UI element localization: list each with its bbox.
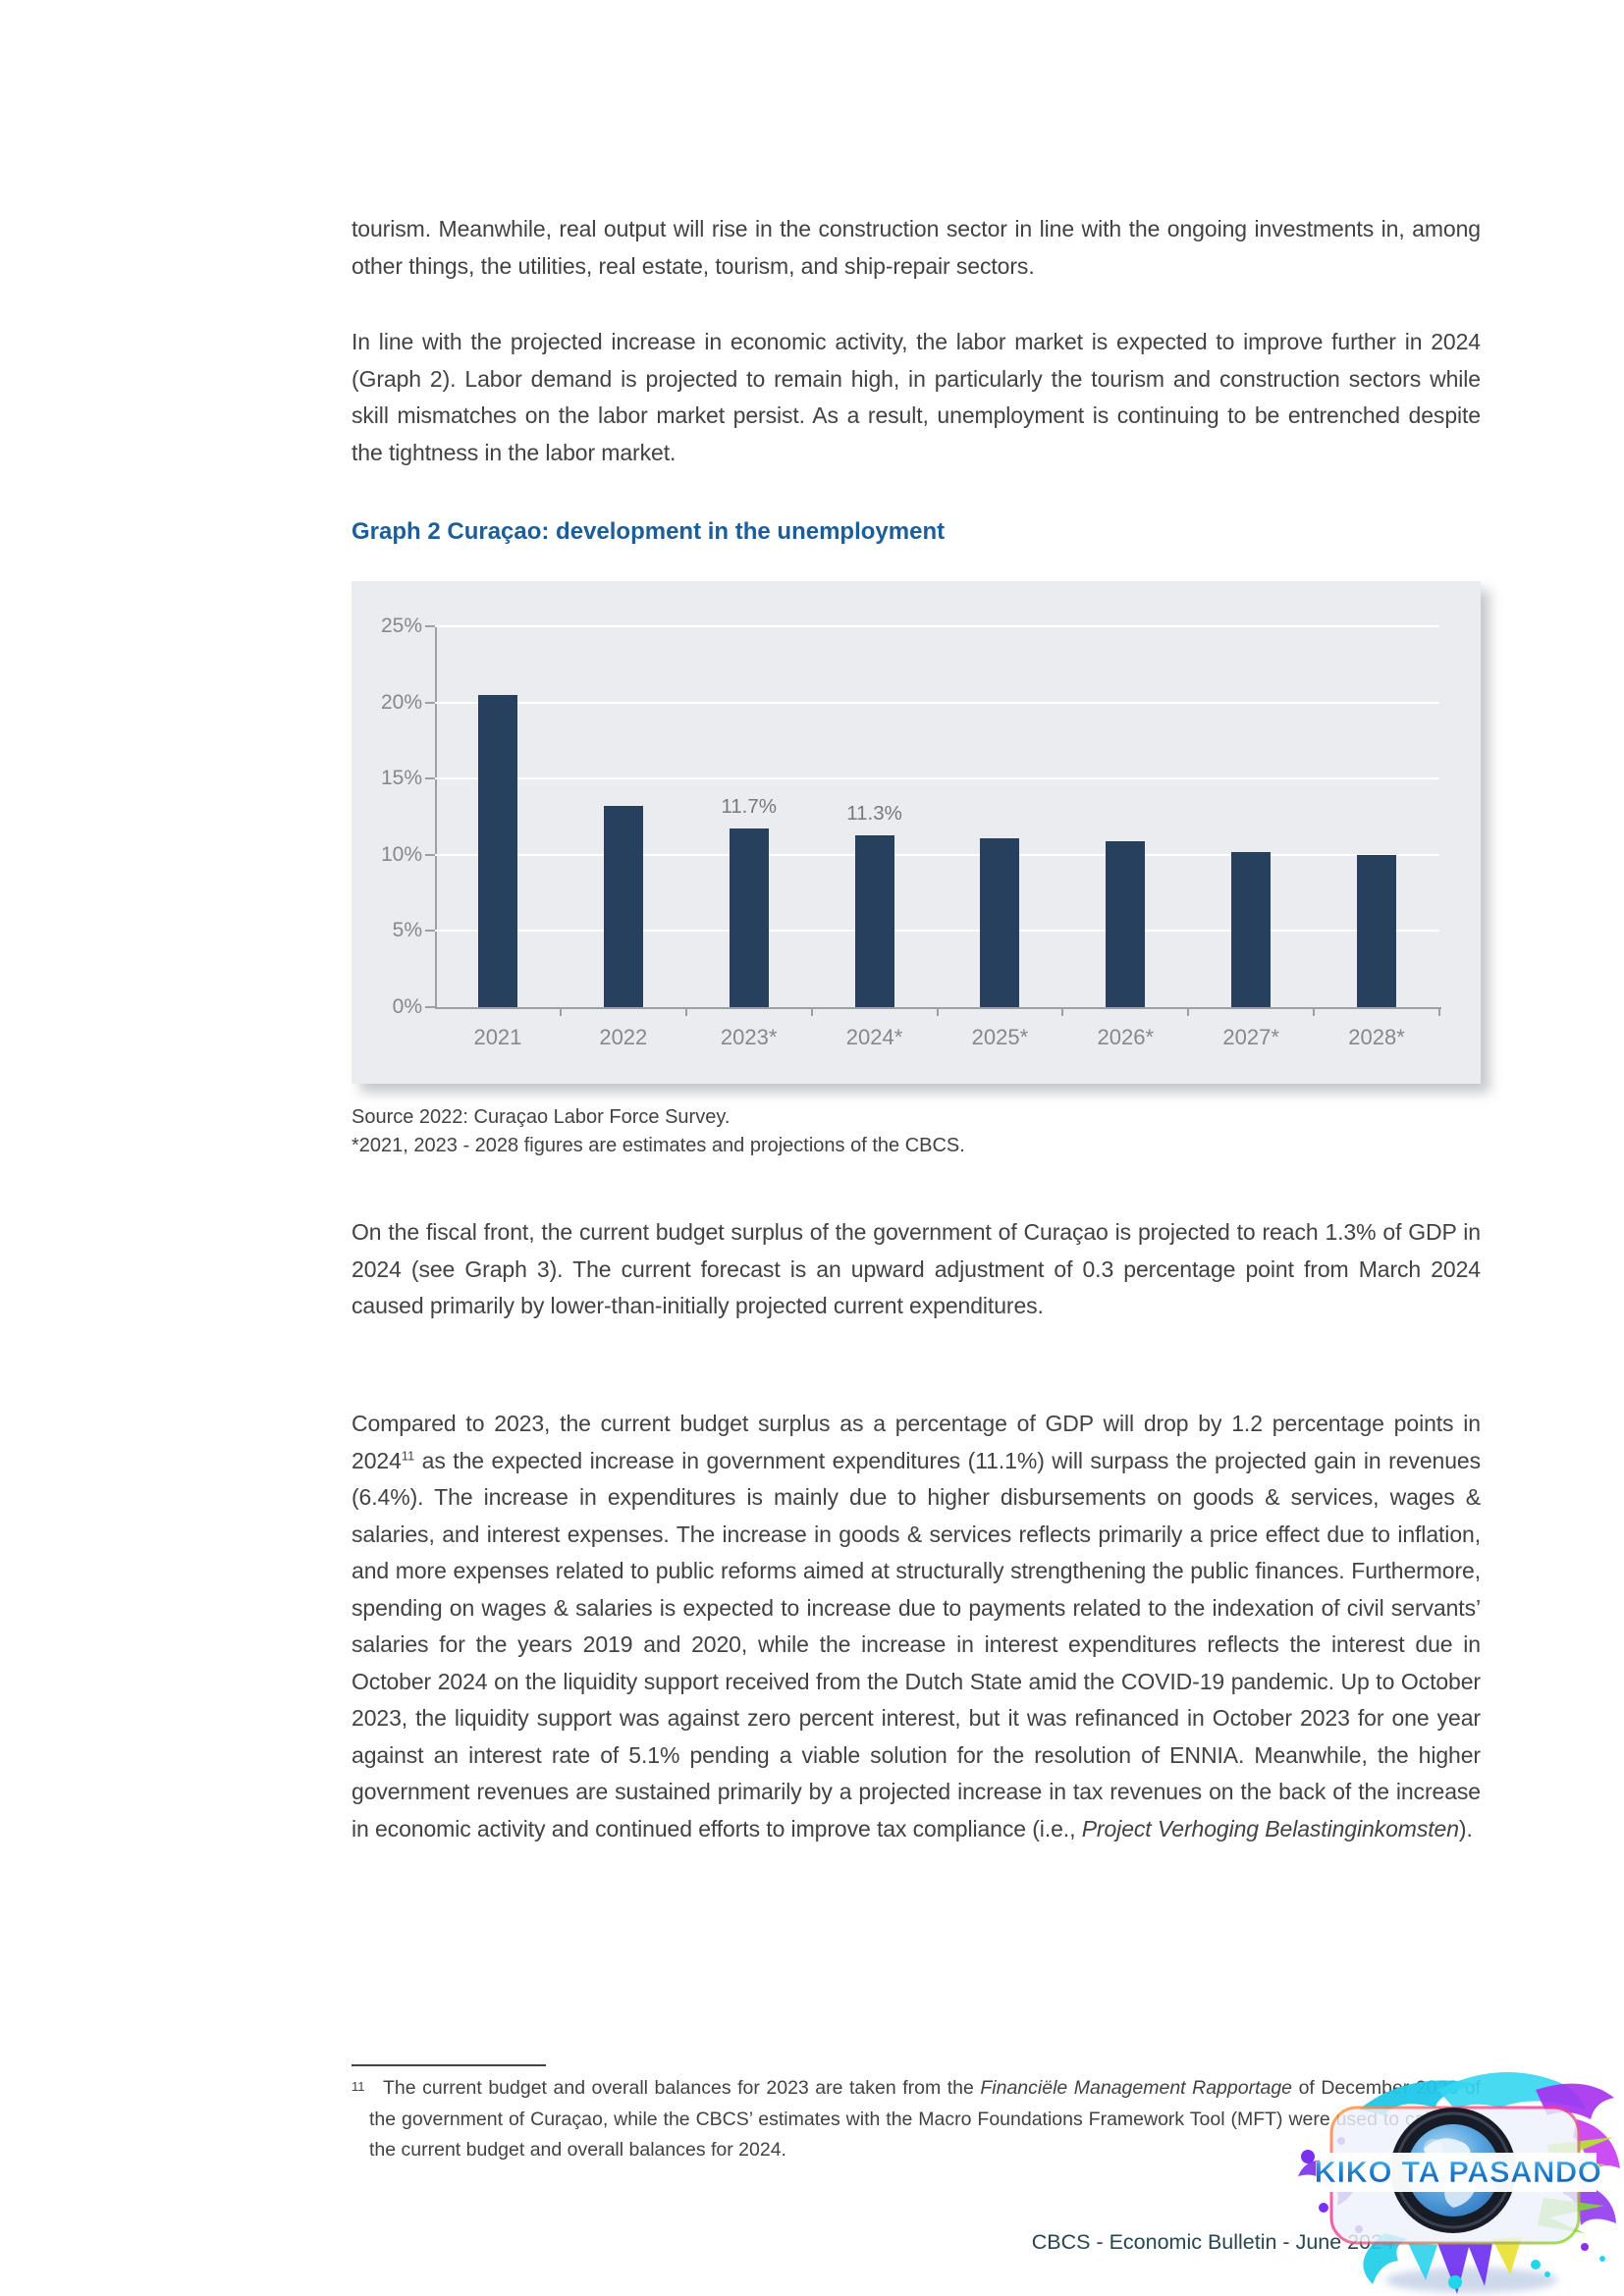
bar-2028* xyxy=(1357,854,1397,1007)
y-axis-label-0%: 0% xyxy=(392,995,422,1018)
unemployment-bar-chart: 0% 5% 10% 15% 20% 25% 2021 2022 2023* 11.7% 2024* 1… xyxy=(352,581,1481,1084)
page-footer: CBCS - Economic Bulletin - June 2024 xyxy=(1031,2230,1394,2254)
chart-source-line-2: *2021, 2023 - 2028 figures are estimates… xyxy=(352,1135,965,1156)
gridline-25% xyxy=(435,625,1439,627)
data-label-2023*: 11.7% xyxy=(721,795,777,819)
logo-banner: KIKO TA PASANDO xyxy=(1314,2153,1602,2192)
paragraph-budget-comparison: Compared to 2023, the current budget sur… xyxy=(352,1406,1481,1847)
paragraph-4-italic-project: Project Verhoging Belastinginkomsten xyxy=(1081,1815,1459,1842)
y-axis-label-10%: 10% xyxy=(380,842,422,866)
chart-source-line-1: Source 2022: Curaçao Labor Force Survey. xyxy=(352,1106,731,1128)
bar-2024* xyxy=(854,834,894,1007)
x-tick-mark xyxy=(1313,1007,1316,1016)
x-axis-label-2026*: 2026* xyxy=(1097,1025,1155,1049)
graph-2-title: Graph 2 Curaçao: development in the unem… xyxy=(352,518,946,545)
y-tick-mark xyxy=(425,1006,435,1008)
paragraph-fiscal-front: On the fiscal front, the current budget … xyxy=(352,1219,1481,1318)
paragraph-4-mid: as the expected increase in government e… xyxy=(352,1447,1481,1842)
logo-banner-text: KIKO TA PASANDO xyxy=(1315,2155,1602,2189)
x-axis-label-2024*: 2024* xyxy=(845,1025,903,1049)
data-label-2024*: 11.3% xyxy=(846,801,902,825)
x-axis-label-2022: 2022 xyxy=(599,1025,648,1049)
gridline-20% xyxy=(435,701,1439,704)
x-axis-label-2023*: 2023* xyxy=(720,1025,778,1049)
paragraph-4-end: ). xyxy=(1458,1815,1473,1842)
x-tick-mark xyxy=(1438,1007,1440,1016)
x-axis-label-2028*: 2028* xyxy=(1348,1025,1405,1049)
footnote-italic-rapportage: Financiële Management Rapportage xyxy=(980,2077,1293,2099)
y-axis-label-5%: 5% xyxy=(392,919,422,942)
y-axis-label-25%: 25% xyxy=(380,614,422,637)
gridline-15% xyxy=(435,777,1439,780)
bar-2022 xyxy=(603,806,643,1007)
x-axis-label-2021: 2021 xyxy=(473,1025,522,1049)
bar-2021 xyxy=(477,694,517,1007)
y-tick-mark xyxy=(425,777,435,780)
bar-2025* xyxy=(980,837,1020,1007)
x-tick-mark xyxy=(684,1007,687,1016)
x-tick-mark xyxy=(1061,1007,1064,1016)
paragraph-4-pre: Compared to 2023, the current budget sur… xyxy=(352,1411,1481,1473)
y-tick-mark xyxy=(425,625,435,627)
bar-2027* xyxy=(1231,851,1272,1007)
gridline-10% xyxy=(435,853,1439,856)
gridline-5% xyxy=(435,930,1439,933)
kiko-ta-pasando-logo: KIKO TA PASANDO xyxy=(1290,2051,1624,2296)
bar-2023* xyxy=(729,828,769,1007)
y-tick-mark xyxy=(425,930,435,933)
footnote-separator xyxy=(352,2064,546,2066)
x-axis-label-2025*: 2025* xyxy=(971,1025,1029,1049)
footnote-11: 11 The current budget and overall balance… xyxy=(352,2073,1481,2166)
paragraph-tourism-construction: tourism. Meanwhile, real output will ris… xyxy=(352,216,1481,279)
paragraph-labor-market: In line with the projected increase in e… xyxy=(352,329,1481,465)
x-tick-mark xyxy=(936,1007,939,1016)
x-axis-label-2027*: 2027* xyxy=(1222,1025,1279,1049)
x-tick-mark xyxy=(559,1007,562,1016)
footnote-text-pre: The current budget and overall balances … xyxy=(383,2077,981,2099)
logo-shadow xyxy=(1385,2268,1558,2293)
x-tick-mark xyxy=(1187,1007,1190,1016)
y-tick-mark xyxy=(425,853,435,856)
y-axis-label-15%: 15% xyxy=(380,767,422,790)
footnote-marker: 11 xyxy=(352,2079,365,2094)
footnote-text-post: of December 2023 of the government of Cu… xyxy=(369,2077,1481,2161)
y-axis-label-20%: 20% xyxy=(380,690,422,714)
x-tick-mark xyxy=(810,1007,813,1016)
chart-plot-area xyxy=(435,626,1441,1009)
logo-artwork: KIKO TA PASANDO xyxy=(1298,2072,1620,2294)
y-tick-mark xyxy=(425,701,435,704)
footnote-reference-11: 11 xyxy=(401,1447,415,1463)
bar-2026* xyxy=(1106,840,1146,1007)
